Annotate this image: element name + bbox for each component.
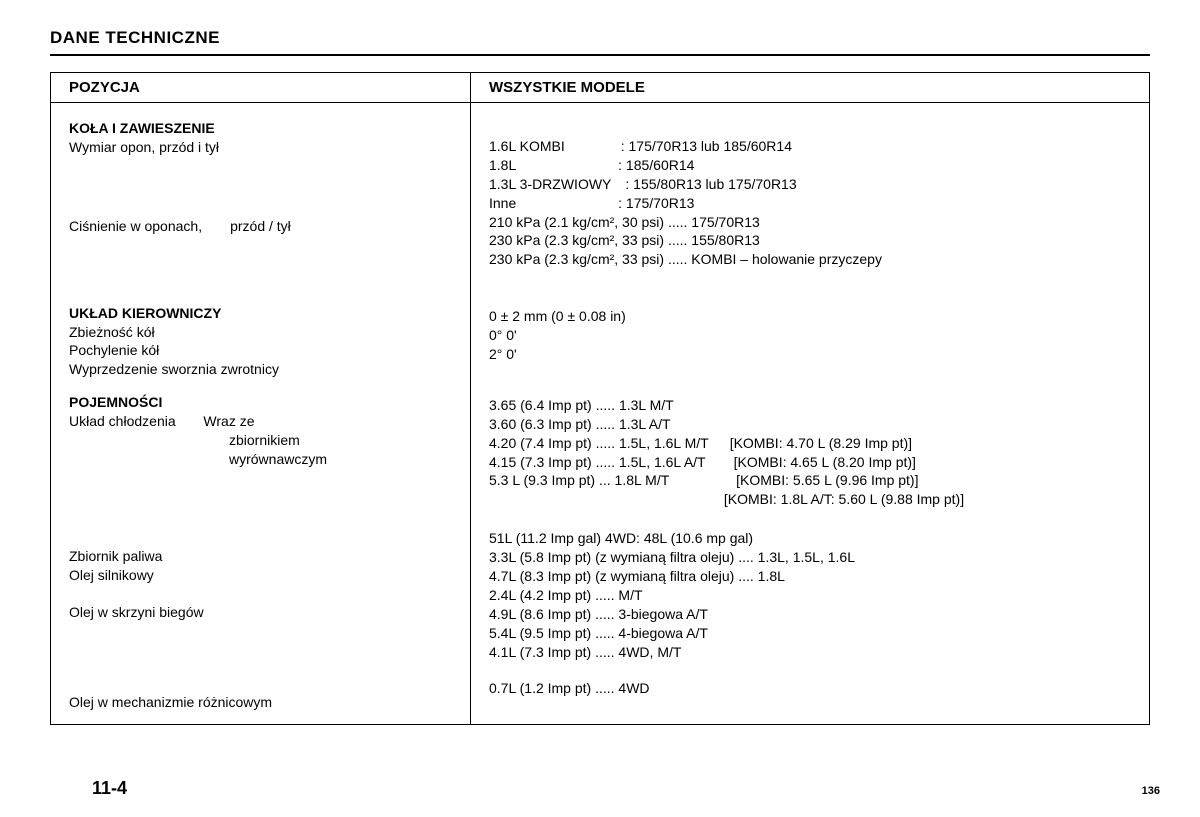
val-cool-1: 3.65 (6.4 Imp pt) ..... 1.3L M/T	[489, 396, 1131, 415]
section-wheels: KOŁA I ZAWIESZENIE	[69, 119, 452, 138]
label-gearbox-oil: Olej w skrzyni biegów	[69, 603, 452, 622]
label-differential-oil: Olej w mechanizmie różnicowym	[69, 693, 452, 712]
val-oil-1: 3.3L (5.8 Imp pt) (z wymianą filtra olej…	[489, 548, 1131, 567]
val-cool-2: 3.60 (6.3 Imp pt) ..... 1.3L A/T	[489, 415, 1131, 434]
val-toe: 0 ± 2 mm (0 ± 0.08 in)	[489, 307, 1131, 326]
val-gear-3: 5.4L (9.5 Imp pt) ..... 4-biegowa A/T	[489, 624, 1131, 643]
label-tyre-size: Wymiar opon, przód i tył	[69, 138, 452, 157]
val-oil-2: 4.7L (8.3 Imp pt) (z wymianą filtra olej…	[489, 567, 1131, 586]
val-tyre-3: 1.3L 3-DRZWIOWY : 155/80R13 lub 175/70R1…	[489, 175, 1131, 194]
section-steering: UKŁAD KIEROWNICZY	[69, 304, 452, 323]
column-pozycja: POZYCJA KOŁA I ZAWIESZENIE Wymiar opon, …	[51, 73, 471, 724]
label-fuel-tank: Zbiornik paliwa	[69, 547, 452, 566]
val-cool-5: 5.3 L (9.3 Imp pt) ... 1.8L M/T [KOMBI: …	[489, 471, 1131, 490]
section-capacities: POJEMNOŚCI	[69, 393, 452, 412]
spec-table: POZYCJA KOŁA I ZAWIESZENIE Wymiar opon, …	[50, 72, 1150, 725]
val-cool-3: 4.20 (7.4 Imp pt) ..... 1.5L, 1.6L M/T […	[489, 434, 1131, 453]
left-body: KOŁA I ZAWIESZENIE Wymiar opon, przód i …	[51, 103, 470, 724]
label-caster: Wyprzedzenie sworznia zwrotnicy	[69, 360, 452, 379]
th-modele: WSZYSTKIE MODELE	[471, 73, 1149, 103]
val-fuel: 51L (11.2 Imp gal) 4WD: 48L (10.6 mp gal…	[489, 529, 1131, 548]
val-gear-1: 2.4L (4.2 Imp pt) ..... M/T	[489, 586, 1131, 605]
label-engine-oil: Olej silnikowy	[69, 566, 452, 585]
val-tyre-4: Inne : 175/70R13	[489, 194, 1131, 213]
val-pressure-2: 230 kPa (2.3 kg/cm², 33 psi) ..... 155/8…	[489, 231, 1131, 250]
val-diff: 0.7L (1.2 Imp pt) ..... 4WD	[489, 679, 1131, 698]
val-caster: 2° 0'	[489, 345, 1131, 364]
label-cooling-a: Układ chłodzenia	[69, 413, 176, 429]
page-header: DANE TECHNICZNE	[50, 28, 1150, 56]
column-values: WSZYSTKIE MODELE 1.6L KOMBI : 175/70R13 …	[471, 73, 1149, 724]
label-tyre-pressure: Ciśnienie w oponach, przód / tył	[69, 217, 452, 236]
page-number: 136	[1142, 785, 1160, 797]
val-pressure-1: 210 kPa (2.1 kg/cm², 30 psi) ..... 175/7…	[489, 213, 1131, 232]
val-gear-2: 4.9L (8.6 Imp pt) ..... 3-biegowa A/T	[489, 605, 1131, 624]
val-cool-4: 4.15 (7.3 Imp pt) ..... 1.5L, 1.6L A/T […	[489, 453, 1131, 472]
label-cooling-d: wyrównawczym	[69, 450, 452, 469]
page-footer: 11-4	[92, 778, 127, 799]
val-tyre-1: 1.6L KOMBI : 175/70R13 lub 185/60R14	[489, 137, 1131, 156]
th-pozycja: POZYCJA	[51, 73, 470, 103]
val-camber: 0° 0'	[489, 326, 1131, 345]
label-toe: Zbieżność kół	[69, 323, 452, 342]
val-pressure-3: 230 kPa (2.3 kg/cm², 33 psi) ..... KOMBI…	[489, 250, 1131, 269]
val-tyre-2: 1.8L : 185/60R14	[489, 156, 1131, 175]
label-cooling: Układ chłodzenia Wraz ze	[69, 412, 452, 431]
val-gear-4: 4.1L (7.3 Imp pt) ..... 4WD, M/T	[489, 643, 1131, 662]
label-camber: Pochylenie kół	[69, 341, 452, 360]
right-body: 1.6L KOMBI : 175/70R13 lub 185/60R14 1.8…	[471, 103, 1149, 710]
label-cooling-b: Wraz ze	[203, 413, 254, 429]
label-cooling-c: zbiornikiem	[69, 431, 452, 450]
val-cool-6: [KOMBI: 1.8L A/T: 5.60 L (9.88 Imp pt)]	[489, 490, 1131, 509]
